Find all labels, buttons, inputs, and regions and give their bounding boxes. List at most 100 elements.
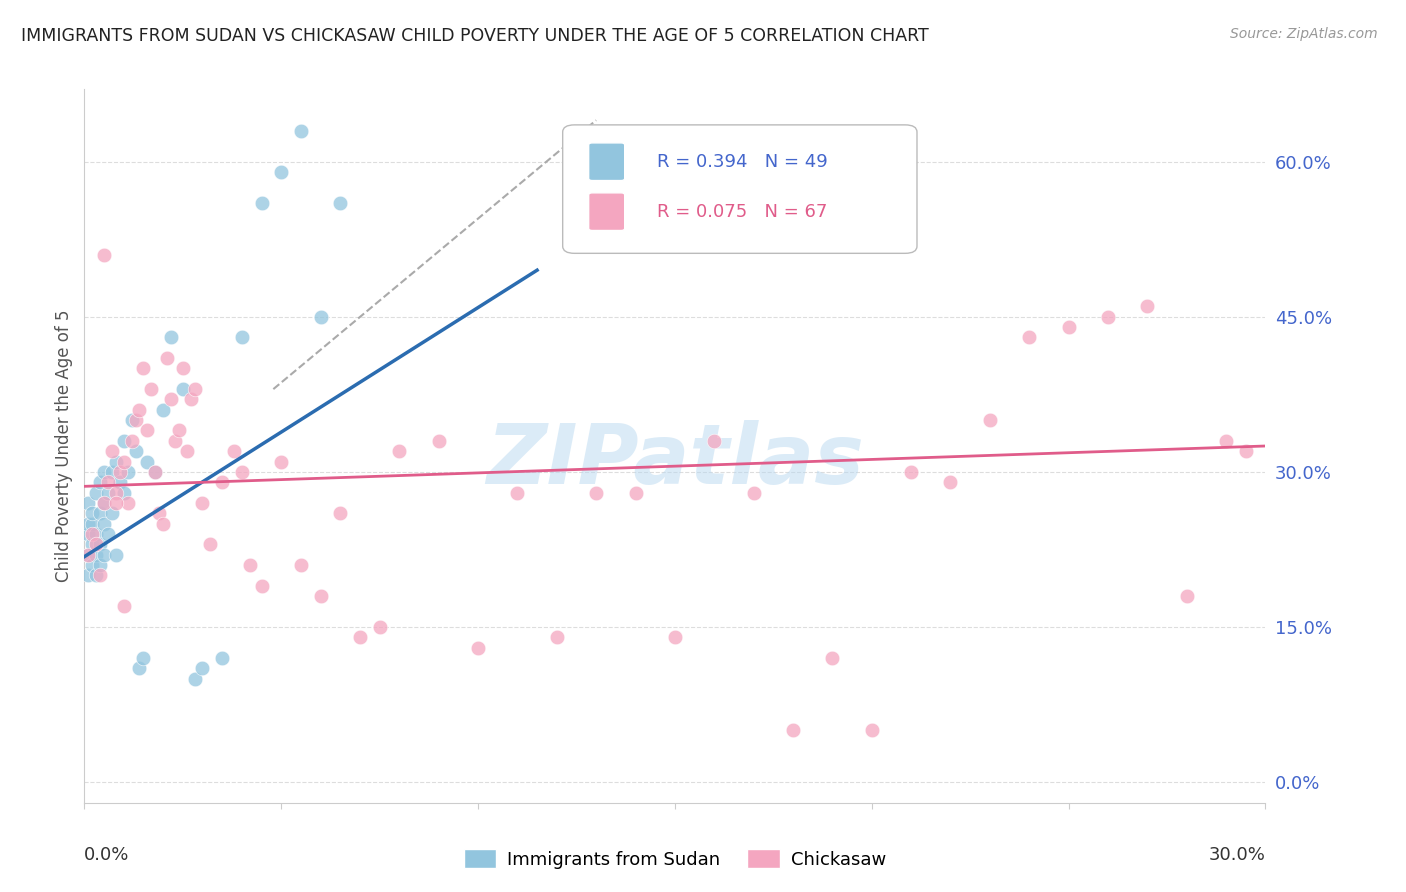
Point xyxy=(368,620,391,634)
Point xyxy=(84,568,107,582)
Point xyxy=(104,485,127,500)
Point xyxy=(89,506,111,520)
Point xyxy=(309,310,332,324)
Point xyxy=(821,651,844,665)
Point xyxy=(290,558,312,572)
Point xyxy=(97,527,120,541)
Text: IMMIGRANTS FROM SUDAN VS CHICKASAW CHILD POVERTY UNDER THE AGE OF 5 CORRELATION : IMMIGRANTS FROM SUDAN VS CHICKASAW CHILD… xyxy=(21,27,929,45)
Point xyxy=(176,444,198,458)
Point xyxy=(117,496,139,510)
Point xyxy=(112,434,135,448)
Point xyxy=(900,465,922,479)
Point xyxy=(84,527,107,541)
Point xyxy=(93,496,115,510)
Point xyxy=(211,651,233,665)
Point xyxy=(183,672,205,686)
Point xyxy=(77,568,100,582)
Legend: Immigrants from Sudan, Chickasaw: Immigrants from Sudan, Chickasaw xyxy=(457,842,893,876)
Point xyxy=(1234,444,1257,458)
Point xyxy=(979,413,1001,427)
Point xyxy=(121,434,143,448)
Text: Source: ZipAtlas.com: Source: ZipAtlas.com xyxy=(1230,27,1378,41)
Point xyxy=(143,465,166,479)
Point xyxy=(128,661,150,675)
Text: 30.0%: 30.0% xyxy=(1209,846,1265,863)
Point xyxy=(211,475,233,490)
Point xyxy=(167,424,190,438)
Point xyxy=(585,485,607,500)
Point xyxy=(108,475,131,490)
Point xyxy=(132,361,155,376)
Point xyxy=(89,568,111,582)
Point xyxy=(250,196,273,211)
Point xyxy=(329,196,352,211)
Point xyxy=(191,661,214,675)
Point xyxy=(231,465,253,479)
Point xyxy=(329,506,352,520)
FancyBboxPatch shape xyxy=(562,125,917,253)
Point xyxy=(77,548,100,562)
Point xyxy=(152,402,174,417)
Point xyxy=(101,444,124,458)
Point xyxy=(89,558,111,572)
Point xyxy=(136,454,159,468)
Point xyxy=(124,413,146,427)
Point xyxy=(160,330,183,344)
Point xyxy=(1018,330,1040,344)
Point xyxy=(191,496,214,510)
Point xyxy=(112,485,135,500)
Point xyxy=(1136,299,1159,313)
Point xyxy=(624,485,647,500)
Point xyxy=(104,496,127,510)
Point xyxy=(183,382,205,396)
Point xyxy=(101,465,124,479)
Point xyxy=(250,579,273,593)
Point xyxy=(132,651,155,665)
Point xyxy=(1057,320,1080,334)
Point xyxy=(270,454,292,468)
Point xyxy=(546,630,568,644)
Point xyxy=(231,330,253,344)
Point xyxy=(112,454,135,468)
Point xyxy=(222,444,245,458)
Point xyxy=(309,589,332,603)
Point xyxy=(1215,434,1237,448)
Text: ZIPatlas: ZIPatlas xyxy=(486,420,863,500)
Text: R = 0.394   N = 49: R = 0.394 N = 49 xyxy=(657,153,828,171)
Point xyxy=(84,537,107,551)
Point xyxy=(82,516,104,531)
Point xyxy=(82,527,104,541)
Point xyxy=(108,465,131,479)
Point xyxy=(121,413,143,427)
Point xyxy=(239,558,262,572)
Point xyxy=(141,382,163,396)
FancyBboxPatch shape xyxy=(589,193,624,230)
Point xyxy=(664,630,686,644)
Point xyxy=(143,465,166,479)
Point xyxy=(93,496,115,510)
Point xyxy=(172,382,194,396)
Point xyxy=(860,723,883,738)
Point xyxy=(506,485,529,500)
Point xyxy=(200,537,222,551)
FancyBboxPatch shape xyxy=(589,143,624,180)
Point xyxy=(156,351,179,365)
Point xyxy=(77,548,100,562)
Point xyxy=(703,434,725,448)
Point xyxy=(1097,310,1119,324)
Point xyxy=(89,537,111,551)
Point xyxy=(939,475,962,490)
Point xyxy=(152,516,174,531)
Point xyxy=(84,485,107,500)
Point xyxy=(1175,589,1198,603)
Text: R = 0.075   N = 67: R = 0.075 N = 67 xyxy=(657,202,828,221)
Point xyxy=(77,516,100,531)
Point xyxy=(388,444,411,458)
Point xyxy=(117,465,139,479)
Point xyxy=(349,630,371,644)
Point xyxy=(782,723,804,738)
Point xyxy=(160,392,183,407)
Point xyxy=(101,506,124,520)
Point xyxy=(290,123,312,137)
Point xyxy=(128,402,150,417)
